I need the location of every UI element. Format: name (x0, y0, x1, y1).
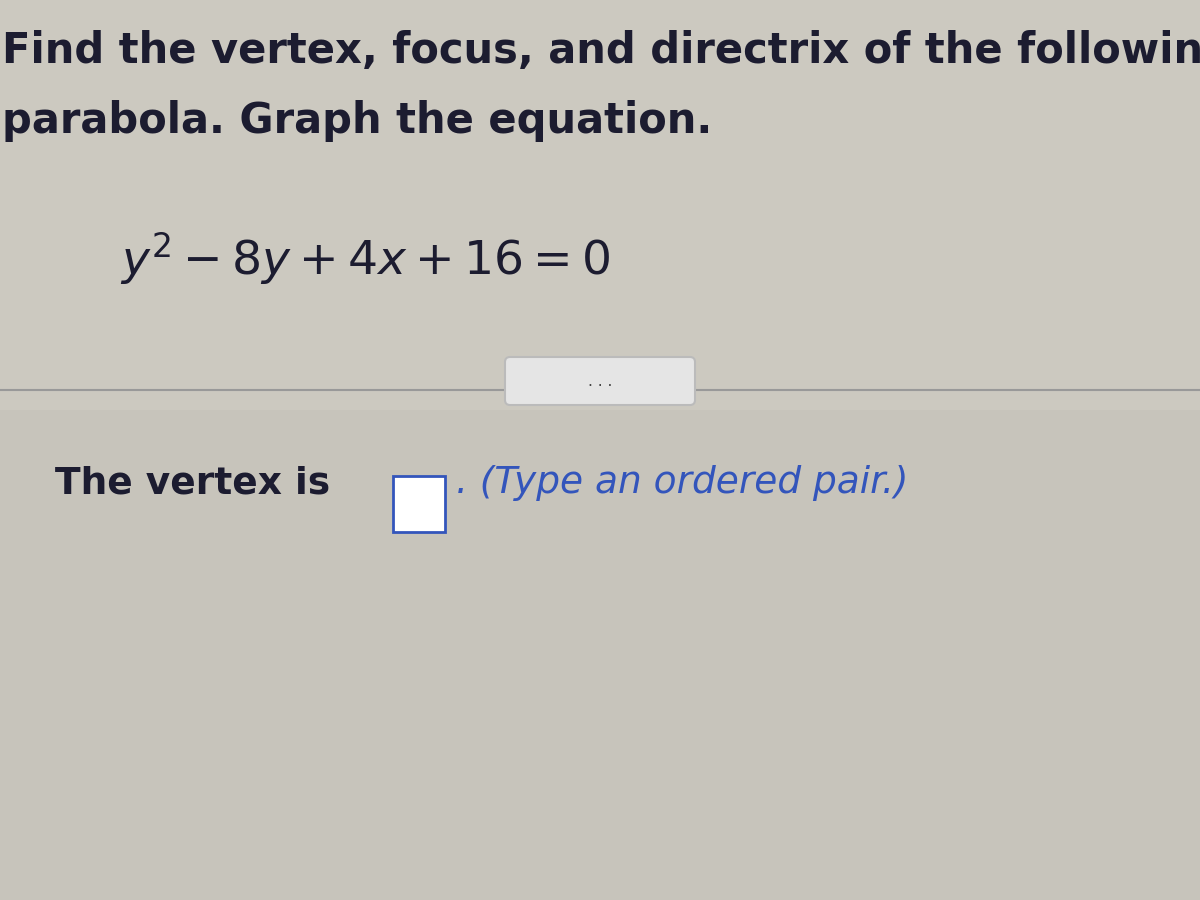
FancyBboxPatch shape (394, 476, 445, 532)
FancyBboxPatch shape (505, 357, 695, 405)
Text: . (Type an ordered pair.): . (Type an ordered pair.) (456, 465, 908, 501)
Text: $y^2 - 8y + 4x + 16 = 0$: $y^2 - 8y + 4x + 16 = 0$ (120, 230, 611, 287)
Text: Find the vertex, focus, and directrix of the following: Find the vertex, focus, and directrix of… (2, 30, 1200, 72)
FancyBboxPatch shape (0, 410, 1200, 900)
Text: The vertex is: The vertex is (55, 465, 330, 501)
Text: . . .: . . . (588, 374, 612, 389)
Text: parabola. Graph the equation.: parabola. Graph the equation. (2, 100, 713, 142)
